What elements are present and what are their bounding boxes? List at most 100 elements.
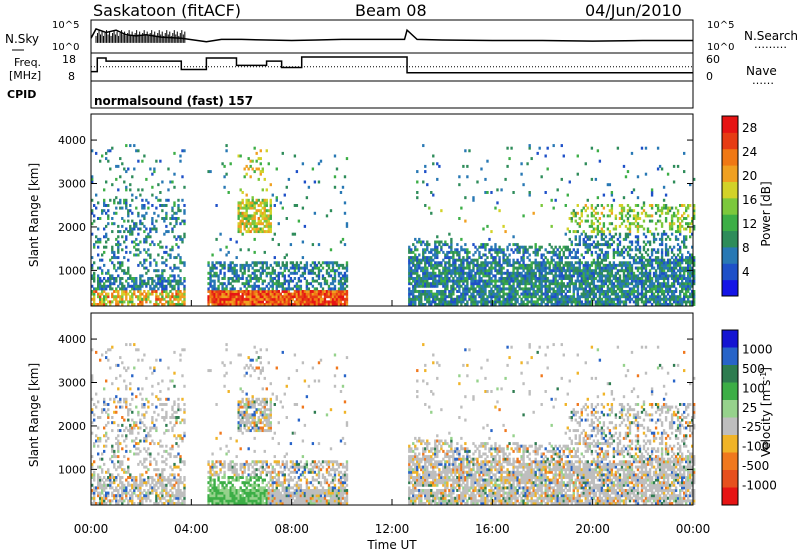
power-cell	[496, 250, 499, 254]
power-cell	[183, 219, 186, 223]
power-cell	[133, 240, 136, 244]
power-cell	[418, 282, 421, 286]
power-cell	[430, 274, 433, 278]
power-cell	[610, 193, 614, 197]
power-cell	[275, 261, 278, 265]
power-cell	[464, 219, 467, 223]
power-cell	[283, 300, 286, 304]
power-cell	[115, 206, 118, 210]
power-cell	[163, 250, 166, 254]
power-cell	[480, 295, 483, 299]
power-cell	[484, 266, 487, 270]
power-cell	[448, 261, 451, 265]
power-cell	[251, 303, 254, 306]
power-cell	[444, 256, 447, 260]
power-cell	[139, 240, 142, 244]
power-cell	[430, 258, 433, 262]
power-cell	[648, 297, 652, 301]
power-cell	[119, 243, 122, 247]
power-cell	[169, 282, 172, 286]
power-cell	[432, 279, 435, 283]
power-cell	[291, 297, 295, 301]
power-cell	[241, 191, 244, 194]
power-cell	[676, 274, 680, 278]
velocity-cell	[101, 478, 104, 482]
power-cell	[343, 290, 347, 293]
power-cell	[488, 237, 491, 241]
power-cell	[442, 266, 445, 270]
power-cell	[163, 287, 166, 291]
power-cell	[323, 279, 327, 283]
power-cell	[566, 297, 569, 301]
power-cell	[209, 269, 212, 273]
power-cell	[478, 295, 481, 299]
power-cell	[628, 230, 632, 234]
power-cell	[245, 292, 248, 296]
power-cell	[261, 297, 264, 301]
power-cell	[594, 217, 598, 220]
power-cell	[596, 284, 600, 288]
power-cell	[430, 266, 433, 270]
power-cell	[287, 279, 291, 283]
power-cell	[93, 300, 96, 304]
power-cell	[127, 292, 130, 296]
power-cell	[303, 266, 307, 270]
power-cell	[450, 274, 453, 278]
power-cell	[259, 292, 262, 296]
power-cell	[648, 240, 652, 244]
power-cell	[560, 297, 563, 301]
power-cell	[522, 303, 525, 306]
power-cell	[464, 266, 467, 270]
power-cell	[251, 266, 254, 270]
power-cell	[171, 180, 174, 184]
power-cell	[171, 209, 174, 213]
power-cell	[516, 282, 519, 286]
power-cell	[642, 274, 646, 278]
power-cell	[111, 282, 114, 286]
power-cell	[693, 269, 696, 273]
power-cell	[231, 290, 234, 293]
power-cell	[488, 295, 491, 299]
power-cell	[562, 253, 565, 257]
power-cell	[532, 250, 535, 254]
power-cell	[518, 263, 521, 267]
power-cell	[552, 248, 555, 252]
power-cell	[630, 248, 634, 252]
power-cell	[600, 284, 604, 288]
power-cell	[674, 258, 678, 262]
power-cell	[97, 277, 100, 280]
power-cell	[247, 230, 250, 234]
power-cell	[484, 263, 487, 267]
power-cell	[488, 261, 491, 265]
power-cell	[462, 287, 465, 291]
power-cell	[552, 274, 555, 278]
power-cell	[317, 162, 321, 166]
power-cell	[221, 303, 224, 306]
power-cell	[273, 297, 276, 301]
power-cell	[634, 282, 638, 286]
power-cell	[628, 277, 632, 280]
power-cell	[215, 295, 218, 299]
power-cell	[245, 261, 248, 265]
power-cell	[500, 271, 503, 275]
power-cell	[685, 284, 688, 288]
power-cell	[229, 297, 232, 301]
power-cell	[681, 303, 684, 306]
power-cell	[672, 211, 676, 215]
power-cell	[111, 248, 114, 252]
power-cell	[139, 279, 142, 283]
power-cell	[430, 282, 433, 286]
power-cell	[514, 295, 517, 299]
power-cell	[693, 303, 696, 306]
power-cell	[572, 284, 575, 288]
power-cell	[422, 248, 425, 252]
power-cell	[480, 284, 483, 288]
power-cell	[127, 211, 130, 215]
power-cell	[227, 297, 230, 301]
power-cell	[153, 269, 156, 273]
power-cell	[498, 277, 501, 280]
power-cell	[341, 282, 345, 286]
power-cell	[612, 282, 616, 286]
power-cell	[530, 282, 533, 286]
power-cell	[662, 266, 666, 270]
